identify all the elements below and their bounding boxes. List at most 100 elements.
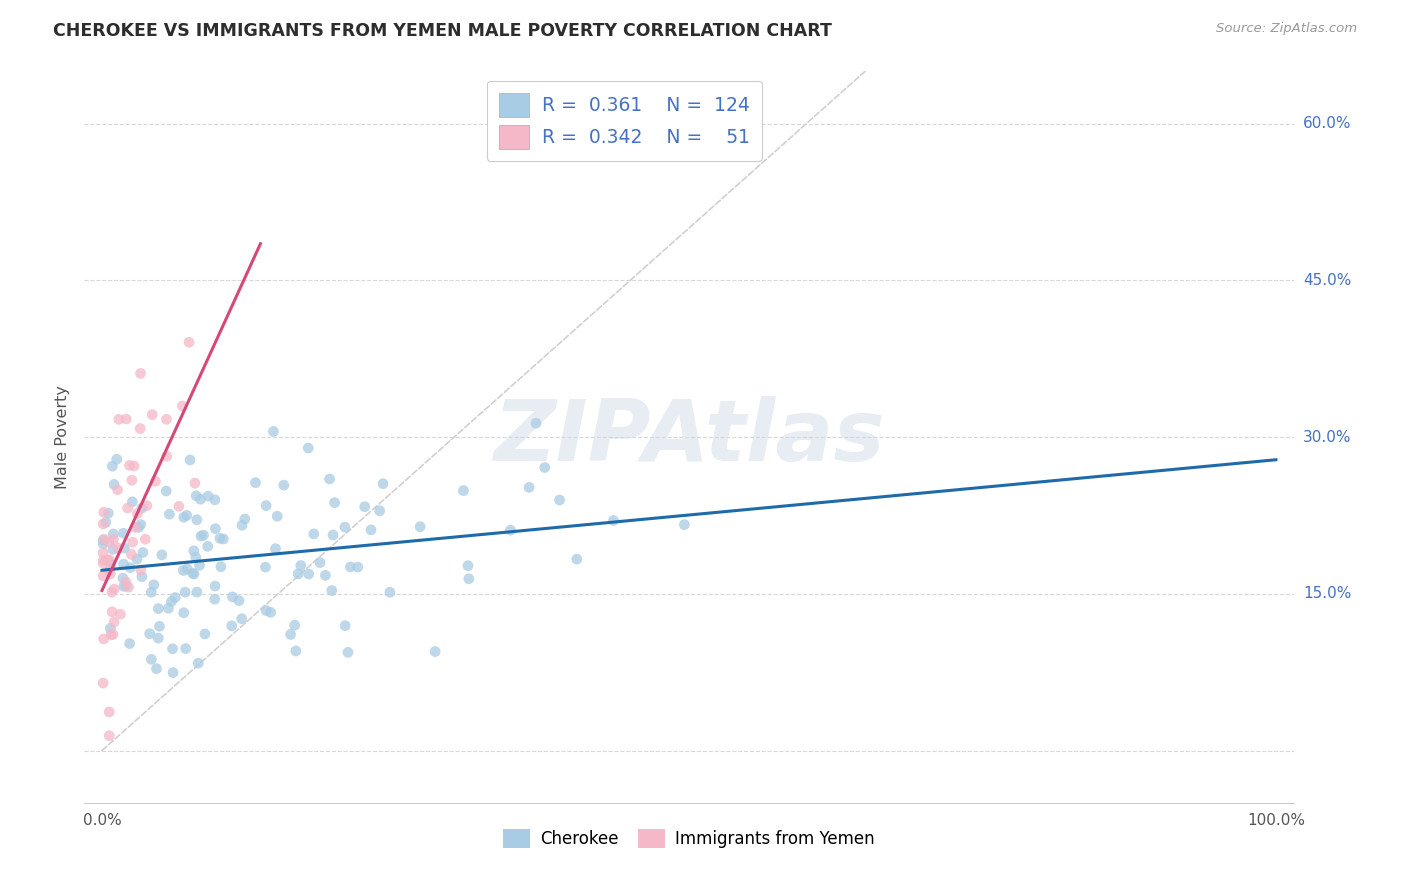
Point <box>114 541 136 555</box>
Text: 15.0%: 15.0% <box>1303 586 1351 601</box>
Point <box>91 533 114 548</box>
Point <box>141 408 163 422</box>
Point <box>254 499 277 513</box>
Point <box>98 552 121 566</box>
Point <box>157 601 180 615</box>
Point <box>423 644 446 658</box>
Point <box>100 628 122 642</box>
Point <box>183 543 205 558</box>
Point <box>179 453 201 467</box>
Text: CHEROKEE VS IMMIGRANTS FROM YEMEN MALE POVERTY CORRELATION CHART: CHEROKEE VS IMMIGRANTS FROM YEMEN MALE P… <box>53 22 832 40</box>
Point <box>91 556 114 570</box>
Point <box>105 452 128 467</box>
Point <box>103 527 125 541</box>
Point <box>284 644 307 658</box>
Text: Source: ZipAtlas.com: Source: ZipAtlas.com <box>1216 22 1357 36</box>
Point <box>297 441 319 455</box>
Point <box>186 489 208 503</box>
Point <box>121 473 143 487</box>
Point <box>208 532 231 546</box>
Point <box>172 399 194 413</box>
Point <box>91 676 114 690</box>
Point <box>184 476 207 491</box>
Point <box>112 526 135 541</box>
Point <box>131 569 153 583</box>
Point <box>322 528 344 542</box>
Point <box>173 510 195 524</box>
Point <box>97 506 120 520</box>
Point <box>186 585 208 599</box>
Point <box>98 535 121 549</box>
Point <box>121 535 143 549</box>
Point <box>120 560 142 574</box>
Point <box>314 568 336 582</box>
Point <box>368 504 391 518</box>
Point <box>115 579 138 593</box>
Point <box>107 483 129 497</box>
Point <box>167 500 190 514</box>
Point <box>155 412 177 426</box>
Point <box>262 425 284 439</box>
Point <box>221 619 243 633</box>
Point <box>318 472 340 486</box>
Point <box>193 528 215 542</box>
Point <box>98 566 121 581</box>
Point <box>517 480 540 494</box>
Point <box>228 593 250 607</box>
Point <box>112 557 135 571</box>
Point <box>181 566 204 581</box>
Point <box>212 532 235 546</box>
Point <box>378 585 401 599</box>
Point <box>162 665 184 680</box>
Point <box>112 579 135 593</box>
Point <box>138 626 160 640</box>
Point <box>174 585 197 599</box>
Point <box>302 527 325 541</box>
Point <box>91 516 114 531</box>
Point <box>298 567 321 582</box>
Point <box>103 615 125 630</box>
Point <box>360 523 382 537</box>
Point <box>204 592 226 607</box>
Point <box>128 520 150 534</box>
Point <box>115 412 138 426</box>
Point <box>129 517 152 532</box>
Point <box>134 533 156 547</box>
Point <box>91 537 114 551</box>
Point <box>371 476 394 491</box>
Point <box>264 541 287 556</box>
Y-axis label: Male Poverty: Male Poverty <box>55 385 70 489</box>
Point <box>145 475 167 489</box>
Point <box>148 619 170 633</box>
Point <box>339 560 361 574</box>
Point <box>129 367 152 381</box>
Point <box>118 458 141 473</box>
Point <box>453 483 475 498</box>
Point <box>120 548 142 562</box>
Point <box>353 500 375 514</box>
Point <box>174 641 197 656</box>
Point <box>101 627 124 641</box>
Point <box>91 569 114 583</box>
Point <box>336 645 359 659</box>
Point <box>91 546 114 560</box>
Point <box>165 591 187 605</box>
Legend: Cherokee, Immigrants from Yemen: Cherokee, Immigrants from Yemen <box>495 821 883 856</box>
Point <box>280 627 302 641</box>
Point <box>160 594 183 608</box>
Point <box>266 509 288 524</box>
Point <box>98 563 121 577</box>
Point <box>101 459 124 474</box>
Point <box>457 572 479 586</box>
Point <box>173 606 195 620</box>
Point <box>98 621 121 635</box>
Point <box>127 507 149 521</box>
Point <box>107 541 129 555</box>
Point <box>97 554 120 568</box>
Text: 45.0%: 45.0% <box>1303 273 1351 288</box>
Point <box>101 605 124 619</box>
Point <box>110 607 132 622</box>
Point <box>333 618 356 632</box>
Point <box>221 590 243 604</box>
Point <box>346 560 368 574</box>
